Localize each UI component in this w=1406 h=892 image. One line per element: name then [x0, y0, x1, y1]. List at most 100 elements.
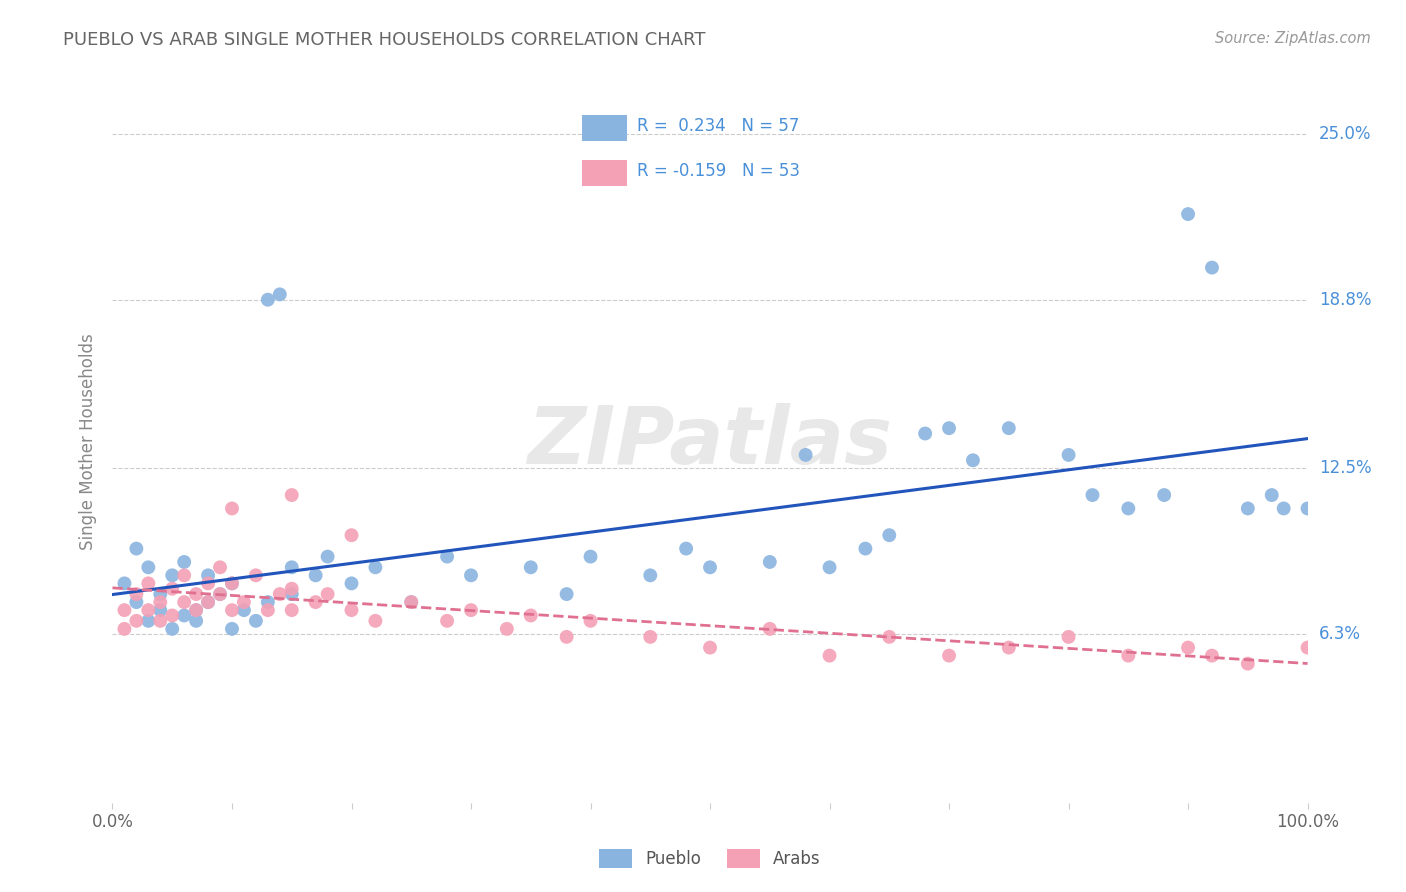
Point	[364, 614, 387, 628]
Point	[162, 582, 183, 596]
Point	[938, 421, 960, 435]
Point	[149, 603, 172, 617]
Point	[149, 614, 172, 628]
Point	[186, 603, 208, 617]
Point	[316, 549, 339, 564]
Point	[257, 603, 280, 617]
Point	[1201, 648, 1223, 663]
Point	[281, 560, 304, 574]
Point	[364, 560, 387, 574]
Point	[197, 576, 219, 591]
Point	[1272, 501, 1295, 516]
Point	[186, 614, 208, 628]
Text: 6.3%: 6.3%	[1319, 625, 1361, 643]
Text: 25.0%: 25.0%	[1319, 125, 1371, 143]
Point	[269, 587, 291, 601]
Point	[114, 603, 135, 617]
Point	[436, 549, 458, 564]
Point	[1237, 501, 1260, 516]
Point	[340, 528, 363, 542]
Point	[1057, 630, 1080, 644]
Point	[305, 568, 328, 582]
Point	[675, 541, 697, 556]
Point	[269, 287, 291, 301]
Point	[962, 453, 984, 467]
Point	[1261, 488, 1284, 502]
Point	[138, 614, 160, 628]
Point	[998, 421, 1021, 435]
Point	[759, 555, 782, 569]
Point	[125, 587, 148, 601]
Point	[162, 622, 183, 636]
Point	[281, 582, 304, 596]
Text: 18.8%: 18.8%	[1319, 291, 1371, 309]
Point	[640, 630, 662, 644]
Text: PUEBLO VS ARAB SINGLE MOTHER HOUSEHOLDS CORRELATION CHART: PUEBLO VS ARAB SINGLE MOTHER HOUSEHOLDS …	[63, 31, 706, 49]
Point	[173, 555, 195, 569]
Point	[401, 595, 423, 609]
Point	[340, 603, 363, 617]
Point	[186, 587, 208, 601]
Point	[759, 622, 782, 636]
Point	[221, 603, 243, 617]
Point	[114, 622, 135, 636]
Point	[138, 560, 160, 574]
Point	[1177, 207, 1199, 221]
Point	[233, 595, 256, 609]
Point	[221, 576, 243, 591]
Point	[699, 640, 721, 655]
Point	[555, 587, 578, 601]
Point	[1081, 488, 1104, 502]
Point	[879, 630, 901, 644]
Point	[281, 603, 304, 617]
Point	[257, 293, 280, 307]
Point	[460, 568, 482, 582]
Point	[640, 568, 662, 582]
Point	[579, 614, 602, 628]
Point	[173, 568, 195, 582]
Point	[209, 587, 232, 601]
Point	[173, 595, 195, 609]
Point	[699, 560, 721, 574]
Point	[1153, 488, 1175, 502]
Point	[186, 603, 208, 617]
Point	[138, 603, 160, 617]
Point	[125, 595, 148, 609]
Point	[149, 595, 172, 609]
Point	[855, 541, 877, 556]
Text: Source: ZipAtlas.com: Source: ZipAtlas.com	[1215, 31, 1371, 46]
Point	[197, 595, 219, 609]
Point	[1118, 501, 1140, 516]
Point	[281, 587, 304, 601]
Point	[520, 608, 543, 623]
Point	[281, 488, 304, 502]
Point	[340, 576, 363, 591]
Point	[125, 541, 148, 556]
Point	[818, 560, 841, 574]
Point	[114, 576, 135, 591]
Point	[138, 576, 160, 591]
Point	[998, 640, 1021, 655]
Point	[818, 648, 841, 663]
Point	[245, 568, 267, 582]
Point	[173, 608, 195, 623]
Point	[1201, 260, 1223, 275]
Point	[316, 587, 339, 601]
Point	[579, 549, 602, 564]
Point	[555, 630, 578, 644]
Point	[209, 560, 232, 574]
Point	[460, 603, 482, 617]
Point	[1118, 648, 1140, 663]
Point	[162, 608, 183, 623]
Point	[520, 560, 543, 574]
Point	[436, 614, 458, 628]
Point	[245, 614, 267, 628]
Text: 12.5%: 12.5%	[1319, 459, 1371, 477]
Point	[1296, 640, 1319, 655]
Point	[221, 501, 243, 516]
Point	[233, 603, 256, 617]
Point	[879, 528, 901, 542]
Text: ZIPatlas: ZIPatlas	[527, 402, 893, 481]
Point	[1237, 657, 1260, 671]
Point	[125, 614, 148, 628]
